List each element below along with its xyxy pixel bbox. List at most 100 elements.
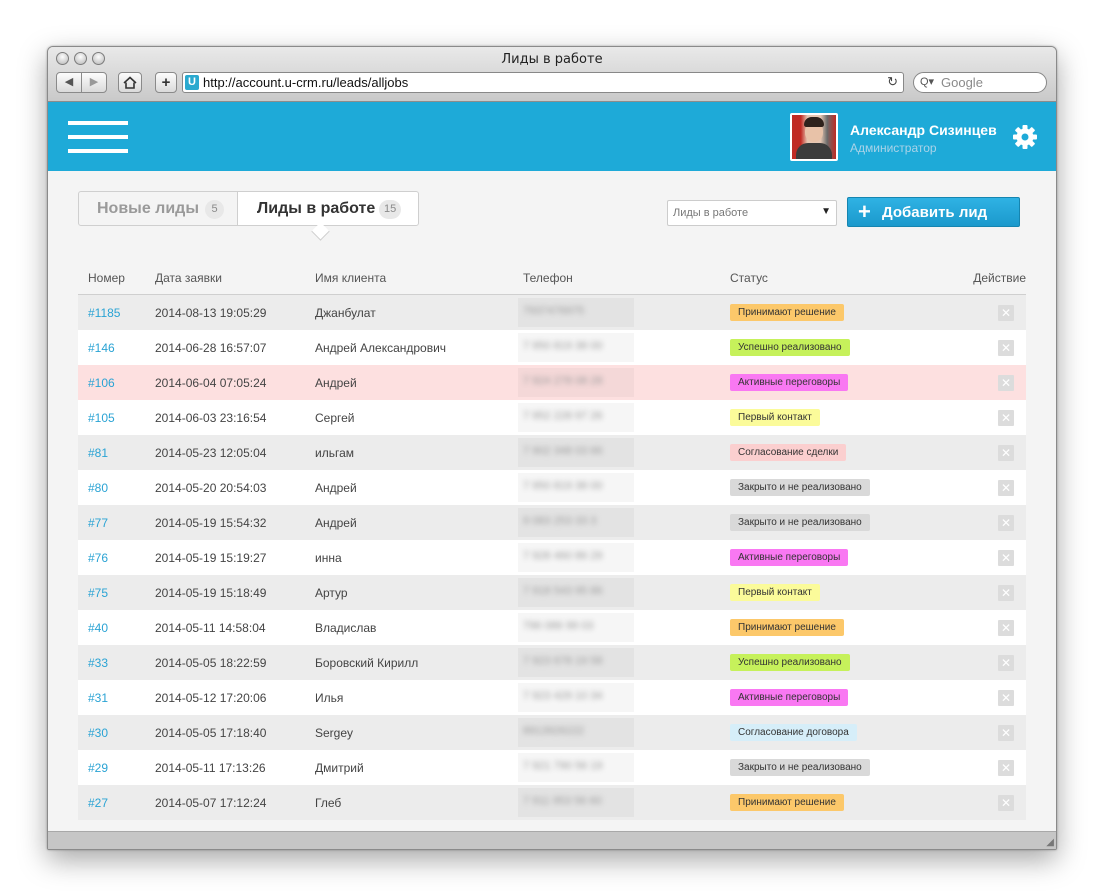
delete-icon[interactable]: ✕: [998, 760, 1014, 776]
client-name: Сергей: [315, 411, 355, 425]
delete-icon[interactable]: ✕: [998, 725, 1014, 741]
table-row[interactable]: #81 2014-05-23 12:05:04 ильгам 7 902 348 03…: [78, 435, 1026, 470]
status-badge[interactable]: Закрыто и не реализовано: [730, 514, 870, 531]
delete-icon[interactable]: ✕: [998, 340, 1014, 356]
status-filter-select[interactable]: Лиды в работе ▼: [667, 200, 837, 226]
address-bar[interactable]: U http://account.u-crm.ru/leads/alljobs …: [182, 72, 904, 93]
status-badge[interactable]: Принимают решение: [730, 619, 844, 636]
table-row[interactable]: #27 2014-05-07 17:12:24 Глеб 7 911 953 56 6…: [78, 785, 1026, 820]
lead-id-link[interactable]: #33: [88, 656, 109, 670]
lead-id-link[interactable]: #146: [88, 341, 115, 355]
col-number: Номер: [88, 271, 125, 285]
client-phone: 7 902 348 03 66: [523, 445, 603, 457]
back-button[interactable]: ◀: [56, 72, 82, 93]
tab-leads-in-work[interactable]: Лиды в работе 15: [237, 191, 419, 226]
table-row[interactable]: #40 2014-05-11 14:58:04 Владислав 796 086 9…: [78, 610, 1026, 645]
lead-id-link[interactable]: #105: [88, 411, 115, 425]
col-phone: Телефон: [523, 271, 573, 285]
lead-id-link[interactable]: #76: [88, 551, 109, 565]
lead-id-link[interactable]: #1185: [88, 306, 121, 320]
table-row[interactable]: #75 2014-05-19 15:18:49 Артур 7 918 543 95 …: [78, 575, 1026, 610]
lead-date: 2014-05-05 17:18:40: [155, 726, 267, 740]
delete-icon[interactable]: ✕: [998, 410, 1014, 426]
table-row[interactable]: #31 2014-05-12 17:20:06 Илья 7 923 429 10 3…: [78, 680, 1026, 715]
forward-button[interactable]: ▶: [81, 72, 107, 93]
client-name: инна: [315, 551, 342, 565]
delete-icon[interactable]: ✕: [998, 550, 1014, 566]
status-badge[interactable]: Успешно реализовано: [730, 339, 850, 356]
client-name: Боровский Кирилл: [315, 656, 419, 670]
delete-icon[interactable]: ✕: [998, 480, 1014, 496]
delete-icon[interactable]: ✕: [998, 795, 1014, 811]
status-badge[interactable]: Успешно реализовано: [730, 654, 850, 671]
user-name[interactable]: Александр Сизинцев: [850, 122, 997, 138]
client-name: Андрей: [315, 516, 357, 530]
status-badge[interactable]: Первый контакт: [730, 584, 820, 601]
close-window-button[interactable]: [56, 52, 69, 65]
lead-date: 2014-06-03 23:16:54: [155, 411, 267, 425]
delete-icon[interactable]: ✕: [998, 585, 1014, 601]
lead-date: 2014-05-20 20:54:03: [155, 481, 267, 495]
lead-id-link[interactable]: #31: [88, 691, 109, 705]
status-badge[interactable]: Закрыто и не реализовано: [730, 479, 870, 496]
status-badge[interactable]: Активные переговоры: [730, 689, 849, 706]
delete-icon[interactable]: ✕: [998, 305, 1014, 321]
delete-icon[interactable]: ✕: [998, 690, 1014, 706]
table-row[interactable]: #1185 2014-08-13 19:05:29 Джанбулат 7937476…: [78, 295, 1026, 330]
col-status: Статус: [730, 271, 768, 285]
table-row[interactable]: #77 2014-05-19 15:54:32 Андрей 9 083 253 33…: [78, 505, 1026, 540]
avatar[interactable]: [790, 113, 838, 161]
lead-id-link[interactable]: #80: [88, 481, 109, 495]
home-button[interactable]: [118, 72, 142, 93]
search-field[interactable]: Q▾ Google: [913, 72, 1047, 93]
table-row[interactable]: #33 2014-05-05 18:22:59 Боровский Кирилл 7 …: [78, 645, 1026, 680]
lead-date: 2014-05-19 15:19:27: [155, 551, 267, 565]
resize-grip-icon[interactable]: ◢: [1046, 837, 1054, 848]
status-badge[interactable]: Закрыто и не реализовано: [730, 759, 870, 776]
delete-icon[interactable]: ✕: [998, 375, 1014, 391]
table-row[interactable]: #106 2014-06-04 07:05:24 Андрей 7 924 278 0…: [78, 365, 1026, 400]
gear-icon[interactable]: [1012, 124, 1038, 150]
status-badge[interactable]: Согласование договора: [730, 724, 857, 741]
table-row[interactable]: #76 2014-05-19 15:19:27 инна 7 928 460 86 2…: [78, 540, 1026, 575]
status-badge[interactable]: Принимают решение: [730, 794, 844, 811]
lead-id-link[interactable]: #27: [88, 796, 109, 810]
lead-id-link[interactable]: #75: [88, 586, 109, 600]
add-lead-button[interactable]: + Добавить лид: [847, 197, 1020, 227]
tab-label: Новые лиды: [97, 200, 199, 217]
delete-icon[interactable]: ✕: [998, 445, 1014, 461]
new-tab-button[interactable]: +: [155, 72, 177, 93]
status-badge[interactable]: Активные переговоры: [730, 549, 849, 566]
lead-id-link[interactable]: #106: [88, 376, 115, 390]
lead-id-link[interactable]: #77: [88, 516, 109, 530]
browser-toolbar: Лиды в работе ◀ ▶ + U http://account.u-c…: [48, 47, 1056, 102]
status-badge[interactable]: Первый контакт: [730, 409, 820, 426]
table-row[interactable]: #80 2014-05-20 20:54:03 Андрей 7 950 819 38…: [78, 470, 1026, 505]
lead-id-link[interactable]: #29: [88, 761, 109, 775]
delete-icon[interactable]: ✕: [998, 620, 1014, 636]
table-row[interactable]: #146 2014-06-28 16:57:07 Андрей Александро…: [78, 330, 1026, 365]
status-bar: ◢: [48, 831, 1056, 849]
lead-id-link[interactable]: #30: [88, 726, 109, 740]
table-row[interactable]: #30 2014-05-05 17:18:40 Sergey 8913926222 Со…: [78, 715, 1026, 750]
status-badge[interactable]: Согласование сделки: [730, 444, 847, 461]
status-badge[interactable]: Принимают решение: [730, 304, 844, 321]
lead-id-link[interactable]: #40: [88, 621, 109, 635]
col-action: Действие: [973, 271, 1026, 285]
tab-new-leads[interactable]: Новые лиды 5: [78, 191, 238, 226]
client-phone: 8913926222: [523, 725, 585, 737]
status-badge[interactable]: Активные переговоры: [730, 374, 849, 391]
client-name: Владислав: [315, 621, 377, 635]
lead-date: 2014-05-19 15:54:32: [155, 516, 267, 530]
table-row[interactable]: #29 2014-05-11 17:13:26 Дмитрий 7 921 790 5…: [78, 750, 1026, 785]
menu-icon[interactable]: [68, 121, 128, 153]
plus-icon: +: [858, 199, 871, 224]
table-row[interactable]: #105 2014-06-03 23:16:54 Сергей 7 952 228 9…: [78, 400, 1026, 435]
reload-icon[interactable]: ↻: [887, 74, 898, 89]
delete-icon[interactable]: ✕: [998, 515, 1014, 531]
client-name: Sergey: [315, 726, 354, 740]
minimize-window-button[interactable]: [74, 52, 87, 65]
zoom-window-button[interactable]: [92, 52, 105, 65]
delete-icon[interactable]: ✕: [998, 655, 1014, 671]
lead-id-link[interactable]: #81: [88, 446, 109, 460]
